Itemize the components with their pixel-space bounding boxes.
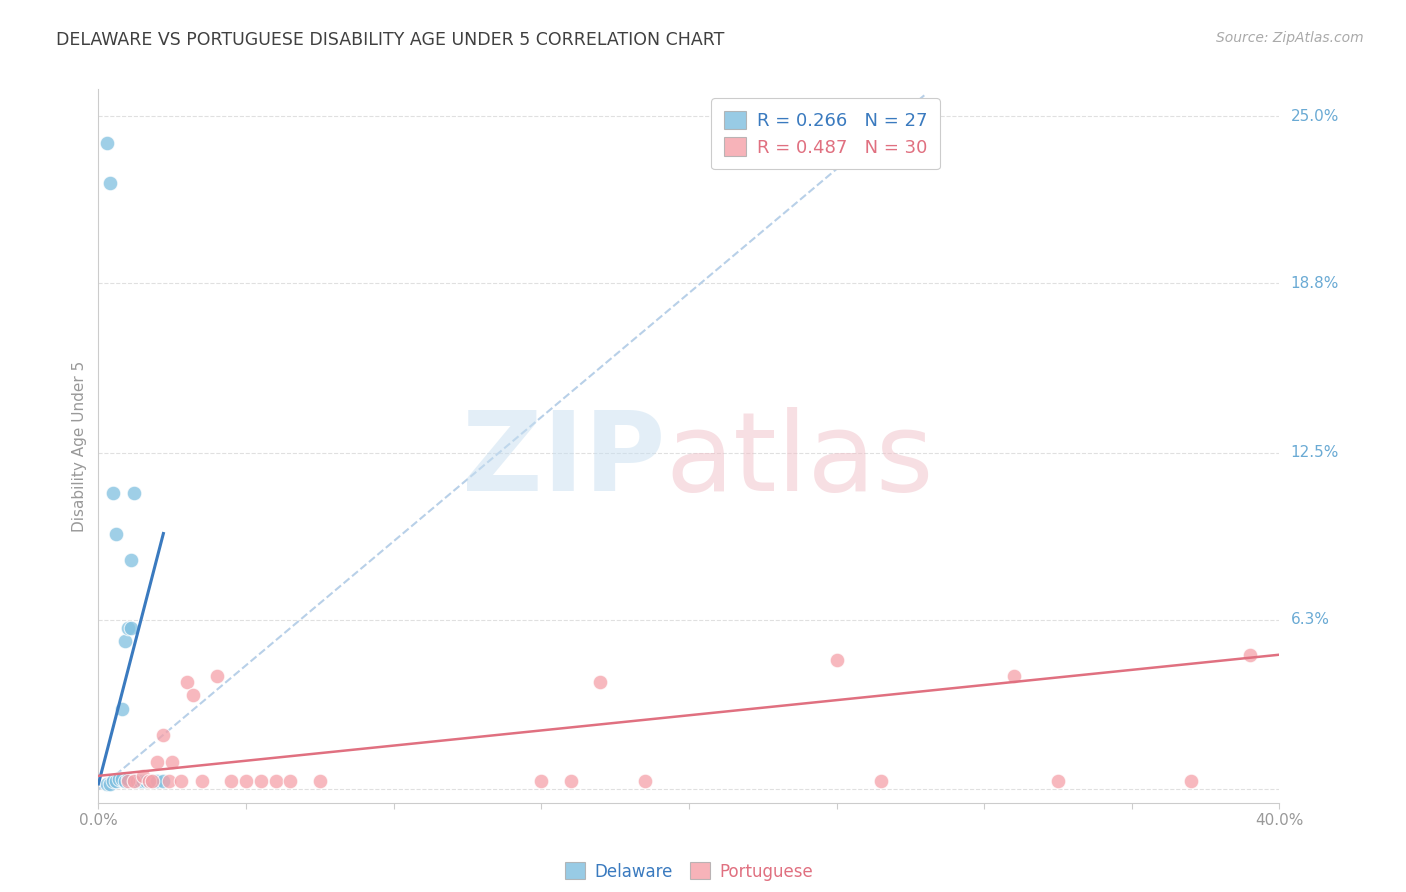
Text: DELAWARE VS PORTUGUESE DISABILITY AGE UNDER 5 CORRELATION CHART: DELAWARE VS PORTUGUESE DISABILITY AGE UN… — [56, 31, 724, 49]
Text: 18.8%: 18.8% — [1291, 276, 1339, 291]
Point — [117, 772, 139, 786]
Point — [205, 669, 228, 683]
Point — [132, 769, 155, 783]
Point — [96, 136, 118, 150]
Point — [869, 774, 891, 789]
Point — [122, 774, 145, 789]
Text: 25.0%: 25.0% — [1291, 109, 1339, 124]
Text: ZIP: ZIP — [463, 407, 665, 514]
Point — [98, 777, 121, 791]
Point — [138, 774, 160, 789]
Point — [108, 772, 131, 786]
Point — [589, 674, 612, 689]
Point — [560, 774, 582, 789]
Point — [157, 774, 180, 789]
Point — [105, 774, 128, 789]
Point — [1180, 774, 1202, 789]
Point — [162, 756, 183, 770]
Point — [264, 774, 287, 789]
Point — [105, 526, 128, 541]
Text: atlas: atlas — [665, 407, 934, 514]
Point — [530, 774, 553, 789]
Point — [141, 774, 163, 789]
Point — [132, 774, 155, 789]
Y-axis label: Disability Age Under 5: Disability Age Under 5 — [72, 360, 87, 532]
Point — [141, 774, 163, 789]
Point — [170, 774, 193, 789]
Point — [114, 634, 136, 648]
Text: Source: ZipAtlas.com: Source: ZipAtlas.com — [1216, 31, 1364, 45]
Point — [250, 774, 273, 789]
Point — [122, 486, 145, 500]
Point — [111, 772, 134, 786]
Point — [146, 756, 169, 770]
Point — [1239, 648, 1261, 662]
Point — [103, 486, 125, 500]
Point — [1046, 774, 1069, 789]
Point — [146, 774, 169, 789]
Point — [181, 688, 204, 702]
Point — [128, 774, 150, 789]
Point — [120, 621, 142, 635]
Point — [309, 774, 332, 789]
Point — [152, 729, 174, 743]
Point — [1002, 669, 1025, 683]
Point — [235, 774, 257, 789]
Point — [138, 774, 160, 789]
Point — [111, 701, 134, 715]
Point — [278, 774, 302, 789]
Point — [135, 774, 157, 789]
Point — [120, 553, 142, 567]
Point — [117, 774, 139, 789]
Point — [219, 774, 242, 789]
Point — [117, 621, 139, 635]
Point — [114, 774, 136, 789]
Point — [191, 774, 214, 789]
Text: 12.5%: 12.5% — [1291, 445, 1339, 460]
Point — [122, 774, 145, 789]
Point — [176, 674, 198, 689]
Text: 6.3%: 6.3% — [1291, 612, 1330, 627]
Legend: Delaware, Portuguese: Delaware, Portuguese — [558, 855, 820, 888]
Point — [103, 774, 125, 789]
Point — [96, 777, 118, 791]
Point — [125, 774, 148, 789]
Point — [825, 653, 848, 667]
Point — [98, 177, 121, 191]
Point — [633, 774, 655, 789]
Point — [152, 774, 174, 789]
